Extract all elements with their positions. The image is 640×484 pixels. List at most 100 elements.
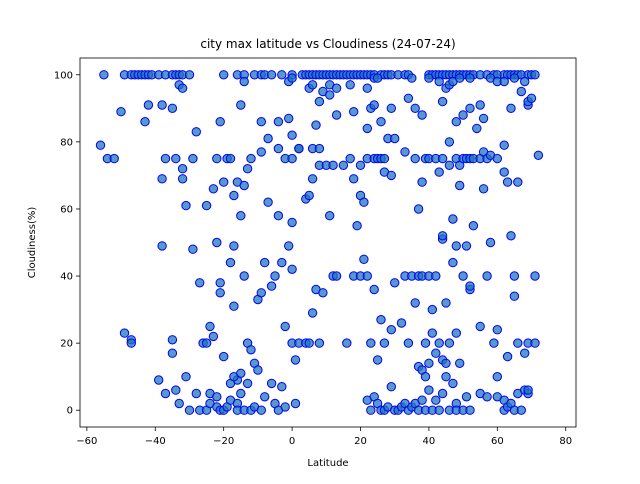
data-point xyxy=(475,100,485,110)
data-point xyxy=(478,113,489,124)
data-point xyxy=(451,241,461,251)
data-point xyxy=(140,117,150,127)
data-point xyxy=(482,392,492,402)
data-point xyxy=(516,405,526,415)
data-point xyxy=(160,388,171,399)
y-tick-label: 80 xyxy=(60,137,73,148)
data-point xyxy=(413,204,424,214)
data-point xyxy=(427,328,437,338)
x-tick-label: −60 xyxy=(76,436,97,447)
data-point xyxy=(427,304,437,315)
x-tick-label: 80 xyxy=(559,436,572,447)
data-point xyxy=(516,86,526,97)
data-point xyxy=(410,298,420,308)
data-point xyxy=(513,177,523,187)
data-point xyxy=(472,123,482,134)
data-point xyxy=(455,358,465,368)
data-point xyxy=(246,153,256,164)
x-tick-label: 20 xyxy=(354,436,367,447)
data-point xyxy=(444,160,455,171)
data-point xyxy=(403,93,414,104)
data-point xyxy=(307,174,318,184)
data-point xyxy=(280,321,290,332)
data-point xyxy=(277,70,287,80)
data-point xyxy=(246,345,256,355)
data-point xyxy=(277,257,287,268)
data-point xyxy=(143,100,154,110)
data-point xyxy=(287,130,297,140)
data-point xyxy=(239,76,249,87)
data-point xyxy=(458,271,468,281)
y-tick-label: 60 xyxy=(60,204,73,215)
data-point xyxy=(290,398,301,409)
data-point xyxy=(410,103,420,114)
data-point xyxy=(116,107,126,117)
data-point xyxy=(284,113,294,124)
data-point xyxy=(369,100,379,110)
data-point xyxy=(468,221,479,231)
x-axis-label: Latitude xyxy=(307,458,348,469)
data-point xyxy=(95,140,106,150)
y-tick-label: 20 xyxy=(60,339,73,350)
data-point xyxy=(256,117,266,127)
data-point xyxy=(236,368,246,378)
data-point xyxy=(307,80,318,90)
data-point xyxy=(441,358,451,368)
data-point xyxy=(465,281,475,291)
data-point xyxy=(492,325,502,335)
data-point xyxy=(177,83,188,93)
data-point xyxy=(475,321,485,332)
data-point xyxy=(314,338,325,348)
data-point xyxy=(355,160,366,171)
data-point xyxy=(236,211,246,221)
data-point xyxy=(212,392,222,402)
data-point xyxy=(229,241,239,251)
data-point xyxy=(338,160,349,171)
data-point xyxy=(492,153,502,164)
data-point xyxy=(366,405,376,415)
data-point xyxy=(502,351,513,362)
data-point xyxy=(290,355,301,365)
data-point xyxy=(520,348,530,358)
data-point xyxy=(424,73,434,83)
data-point xyxy=(434,405,444,415)
data-point xyxy=(318,288,328,298)
x-tick-label: −40 xyxy=(145,436,166,447)
data-point xyxy=(513,338,523,348)
data-point xyxy=(304,190,314,201)
data-point xyxy=(270,271,280,281)
data-point xyxy=(506,103,516,114)
data-point xyxy=(533,150,544,161)
data-point xyxy=(362,83,372,93)
data-point xyxy=(126,338,137,348)
data-point xyxy=(465,73,475,83)
data-point xyxy=(417,177,427,187)
data-point xyxy=(502,177,513,187)
data-point xyxy=(331,110,342,120)
data-point xyxy=(184,405,195,415)
data-point xyxy=(458,110,468,120)
data-point xyxy=(437,388,448,399)
data-point xyxy=(506,231,516,241)
data-point xyxy=(253,365,263,375)
data-point xyxy=(352,221,362,231)
data-point xyxy=(349,107,359,117)
chart-title: city max latitude vs Cloudiness (24-07-2… xyxy=(200,37,455,51)
data-point xyxy=(482,271,492,281)
data-point xyxy=(530,271,540,281)
data-point xyxy=(431,348,441,358)
data-point xyxy=(287,217,297,228)
data-point xyxy=(236,388,246,399)
data-point xyxy=(201,338,212,348)
data-point xyxy=(167,335,178,345)
data-point xyxy=(448,378,458,389)
y-axis-label: Cloudiness(%) xyxy=(27,207,38,279)
data-point xyxy=(451,117,461,127)
data-point xyxy=(205,321,215,332)
data-point xyxy=(437,231,448,241)
data-point xyxy=(256,405,266,415)
data-point xyxy=(509,73,520,83)
data-point xyxy=(331,83,342,93)
data-point xyxy=(379,338,390,348)
